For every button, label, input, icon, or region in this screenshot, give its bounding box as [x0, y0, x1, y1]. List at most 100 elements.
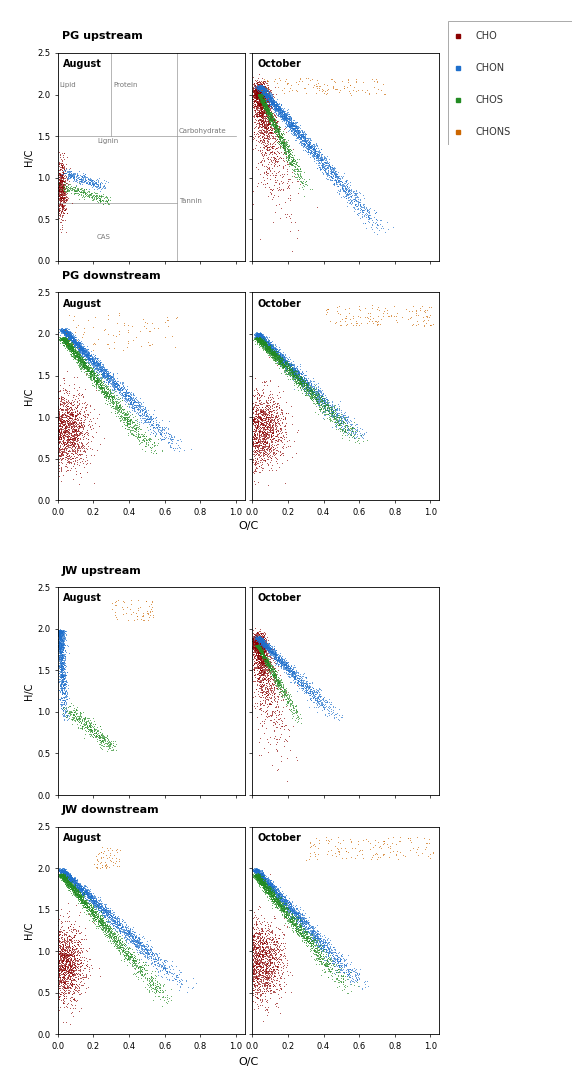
Point [348, 425, 357, 442]
Point [58, 965, 67, 982]
Point [72, 445, 81, 462]
Point [255, 665, 264, 682]
Point [335, 407, 344, 425]
Point [273, 164, 282, 181]
Point [124, 420, 134, 437]
Point [284, 906, 293, 923]
Point [261, 657, 270, 674]
Point [276, 655, 285, 672]
Point [255, 634, 264, 651]
Point [69, 919, 78, 936]
Point [55, 866, 64, 883]
Point [289, 362, 298, 379]
Point [88, 899, 98, 917]
Point [121, 944, 130, 962]
Point [260, 637, 269, 654]
Point [69, 407, 78, 425]
Point [354, 422, 364, 440]
Point [262, 655, 272, 672]
Point [109, 907, 118, 924]
Point [272, 101, 281, 118]
Point [75, 893, 84, 910]
Point [85, 894, 94, 911]
Point [257, 643, 266, 660]
Point [272, 348, 281, 366]
Point [71, 874, 80, 891]
Point [291, 711, 300, 728]
Point [82, 345, 91, 362]
Point [335, 415, 344, 432]
Point [252, 676, 261, 694]
Point [258, 643, 268, 660]
Point [317, 701, 327, 718]
Point [72, 704, 81, 721]
Point [57, 682, 66, 699]
Point [261, 949, 270, 966]
Point [83, 346, 92, 363]
Point [330, 706, 339, 724]
Point [249, 659, 258, 676]
Point [262, 81, 272, 99]
Point [303, 685, 313, 702]
Point [284, 359, 294, 376]
Point [66, 869, 75, 887]
Point [131, 329, 140, 346]
Point [92, 908, 102, 925]
Point [262, 157, 271, 174]
Point [255, 104, 264, 121]
Point [250, 628, 259, 645]
Point [128, 952, 138, 969]
Point [260, 89, 269, 106]
Point [99, 907, 109, 924]
Point [105, 924, 114, 941]
Point [55, 654, 65, 671]
Point [257, 642, 266, 659]
Point [65, 403, 74, 420]
Point [264, 642, 273, 659]
Point [319, 930, 328, 948]
Point [66, 874, 76, 891]
Point [291, 664, 300, 681]
Point [66, 434, 75, 451]
Point [148, 982, 157, 999]
Point [77, 892, 86, 909]
Point [367, 215, 376, 233]
Point [80, 884, 89, 902]
Point [63, 864, 72, 881]
Point [56, 948, 65, 965]
Point [255, 100, 265, 117]
Point [277, 355, 287, 372]
Point [338, 973, 347, 991]
Point [122, 944, 131, 962]
Point [123, 414, 132, 431]
Point [61, 336, 71, 353]
Point [257, 717, 266, 734]
Point [257, 410, 266, 427]
Point [59, 695, 68, 712]
Point [266, 956, 275, 973]
Point [258, 329, 267, 346]
Point [256, 88, 265, 105]
Point [296, 910, 305, 927]
Point [72, 336, 81, 353]
Point [259, 664, 268, 681]
Point [78, 415, 87, 432]
Point [413, 829, 422, 846]
Point [62, 954, 71, 971]
Point [257, 705, 266, 723]
Point [98, 361, 108, 378]
Point [97, 384, 106, 401]
Point [91, 716, 100, 733]
Point [323, 701, 332, 718]
Point [55, 208, 65, 225]
Point [99, 902, 109, 919]
Point [120, 943, 129, 961]
Point [57, 860, 66, 877]
Point [68, 328, 77, 345]
Point [276, 900, 286, 918]
Point [94, 357, 103, 374]
Point [111, 397, 120, 414]
Point [115, 917, 124, 934]
Point [61, 334, 71, 352]
Point [309, 924, 318, 941]
